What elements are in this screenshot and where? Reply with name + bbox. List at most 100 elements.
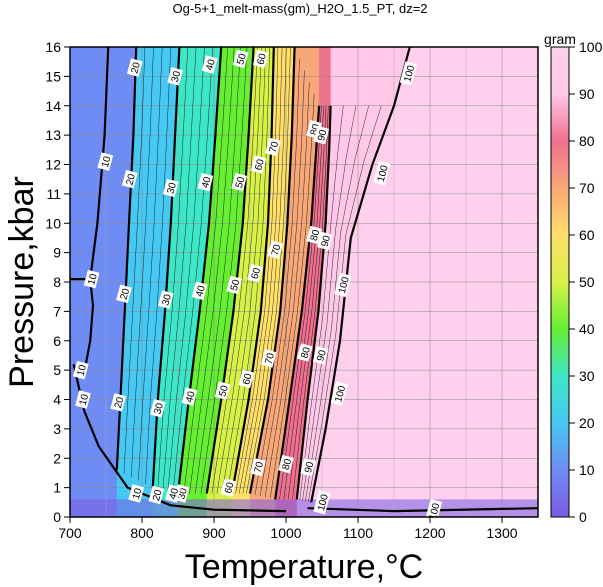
contour-label-26: 60	[247, 263, 264, 283]
contour-label-45: 100	[313, 490, 331, 515]
contour-label-bg	[126, 58, 143, 77]
contour-label-37: 90	[313, 125, 330, 145]
contour-label-bg	[220, 478, 237, 497]
contour-label-text: 80	[299, 346, 313, 360]
contour-label-43: 100	[334, 272, 352, 298]
contour-label-6: 20	[121, 169, 138, 189]
contour-label-bg	[399, 61, 418, 86]
y-tick-label-7: 7	[53, 303, 61, 319]
contour-label-text: 10	[100, 155, 114, 169]
contour-label-31: 70	[260, 349, 277, 368]
contour-minor-20-3	[138, 47, 163, 481]
contour-label-bg	[197, 172, 214, 192]
contour-label-bg	[250, 155, 267, 174]
contour-label-text: 70	[268, 140, 282, 154]
contour-label-46: 100	[424, 498, 443, 517]
contour-label-text: 30	[160, 293, 174, 307]
contour-label-text: 80	[309, 228, 323, 242]
contour-label-text: 10	[75, 363, 89, 377]
contour-minor-50-1	[211, 47, 258, 494]
contour-label-text: 100	[333, 384, 348, 403]
contour-label-1: 10	[83, 269, 100, 289]
contour-label-text: 50	[217, 384, 231, 398]
y-tick-label-5: 5	[53, 362, 61, 378]
contour-label-3: 10	[75, 390, 92, 409]
contour-label-bg	[312, 346, 329, 365]
contour-label-text: 100	[402, 64, 417, 83]
contour-label-text: 50	[235, 52, 249, 66]
contour-label-text: 10	[78, 393, 92, 407]
contour-minor-60-2	[239, 47, 283, 494]
contour-label-39: 90	[312, 346, 329, 365]
y-tick-label-9: 9	[53, 245, 61, 261]
field-band-low-pressure	[70, 499, 538, 517]
contour-label-27: 60	[238, 369, 255, 389]
contour-minor-70-4	[270, 93, 315, 499]
contour-label-bg	[300, 457, 317, 477]
colorbar-tick-label-40: 40	[579, 321, 595, 337]
contour-minor-40-1	[183, 47, 228, 494]
contour-label-bg	[313, 125, 330, 145]
contour-label-text: 60	[241, 372, 255, 386]
contour-minor-40-3	[195, 47, 241, 494]
contour-label-text: 30	[152, 401, 166, 415]
colorbar-tick-label-20: 20	[579, 415, 595, 431]
contour-label-34: 80	[306, 225, 323, 245]
contour-label-text: 10	[131, 487, 145, 501]
y-tick-label-11: 11	[46, 186, 61, 202]
contour-label-bg	[313, 490, 331, 515]
contour-label-bg	[181, 387, 198, 406]
contour-minor-40-4	[200, 47, 248, 494]
contour-label-bg	[226, 275, 243, 295]
contour-minor-20-4	[145, 47, 171, 485]
contour-minor-60-3	[242, 47, 287, 494]
contour-label-text: 10	[86, 272, 100, 286]
x-tick-label-1000: 1000	[270, 525, 301, 541]
grid-lines	[70, 47, 538, 517]
contour-label-bg	[247, 263, 263, 283]
contour-label-11: 30	[162, 178, 179, 198]
y-tick-label-2: 2	[53, 450, 61, 466]
contour-label-text: 90	[316, 128, 330, 142]
contour-minor-90-3	[305, 105, 369, 502]
contour-label-text: 50	[234, 175, 248, 189]
contour-label-40: 90	[300, 457, 317, 477]
x-axis-title: Temperature,°C	[185, 548, 423, 586]
contour-minor-40-2	[189, 47, 235, 494]
contour-label-text: 90	[315, 349, 329, 363]
contour-label-8: 20	[110, 393, 127, 412]
contour-label-25: 60	[250, 155, 267, 174]
colorbar-tick-label-50: 50	[579, 274, 595, 290]
contour-label-24: 60	[252, 49, 269, 69]
colorbar-tick-label-100: 100	[579, 39, 603, 55]
contour-label-text: 90	[320, 234, 334, 248]
contour-label-text: 30	[165, 181, 179, 195]
y-tick-label-14: 14	[45, 98, 61, 114]
x-axis-ticks: 700 800 900 1000 1100 1200 1300	[58, 517, 518, 541]
contour-minor-90-1	[299, 105, 344, 501]
contour-line-90-10	[295, 105, 332, 500]
contour-line-70-8	[248, 47, 296, 494]
x-tick-label-1100: 1100	[343, 525, 373, 541]
contour-minor-20-2	[131, 47, 154, 478]
contour-label-text: 60	[223, 481, 237, 495]
contour-label-bg	[231, 172, 248, 192]
y-tick-label-1: 1	[53, 480, 61, 496]
contour-label-bg	[373, 161, 391, 186]
contour-line-100-11	[310, 47, 411, 503]
contour-label-bg	[165, 484, 181, 503]
colorbar-tick-label-80: 80	[579, 133, 595, 149]
contour-label-bg	[157, 290, 174, 309]
contour-label-text: 40	[168, 487, 182, 501]
contour-label-text: 60	[253, 158, 267, 172]
contour-label-bg	[306, 225, 322, 245]
contour-label-38: 90	[317, 231, 334, 251]
contour-label-text: 100	[316, 493, 331, 512]
y-tick-label-10: 10	[45, 215, 61, 231]
contour-label-18: 40	[181, 387, 198, 406]
contour-label-bg	[317, 231, 333, 251]
contour-label-bg	[75, 390, 91, 409]
contour-label-text: 60	[250, 266, 264, 280]
colorbar: gram 0 10 20 30 40 50 60 70 80 90 100	[544, 31, 603, 525]
